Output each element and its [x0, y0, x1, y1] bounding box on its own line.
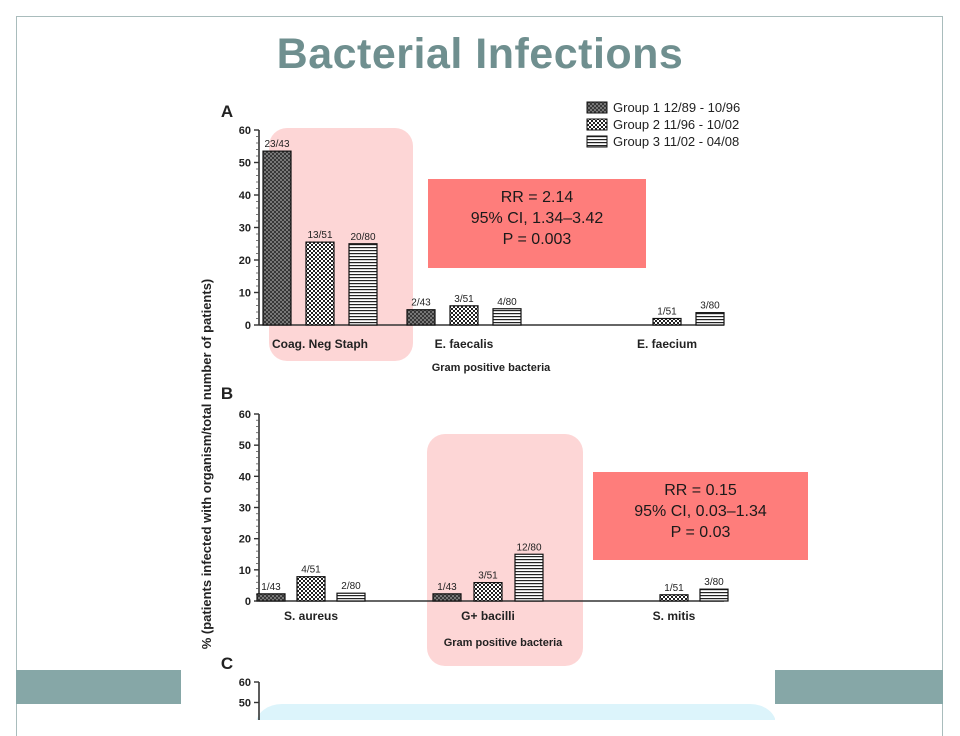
y-tick-label: 10	[239, 288, 251, 300]
bar-data-label: 4/51	[301, 565, 321, 576]
bar-a-1-2	[492, 308, 522, 326]
y-axis-label: % (patients infected with organism/total…	[199, 279, 214, 650]
category-label: S. mitis	[653, 609, 696, 623]
stats-box-b-line-3: P = 0.03	[670, 524, 731, 541]
y-tick-label: 0	[245, 320, 251, 332]
panel-letter-c: C	[221, 654, 233, 673]
x-axis-title-b: Gram positive bacteria	[444, 637, 563, 649]
y-tick-label: 50	[239, 698, 251, 710]
y-tick-label: 0	[245, 596, 251, 608]
stats-box-a-line-2: 95% CI, 1.34–3.42	[470, 210, 604, 227]
y-tick-label: 60	[239, 677, 251, 689]
category-label: E. faecium	[637, 337, 697, 351]
footer-band-left	[16, 670, 181, 704]
y-tick-label: 60	[239, 125, 251, 137]
bar-a-1-1	[449, 305, 479, 326]
footer-band-right	[775, 670, 943, 704]
y-tick-label: 50	[239, 158, 251, 170]
legend-swatch-2	[586, 118, 608, 131]
legend-label-3: Group 3 11/02 - 04/08	[613, 134, 739, 149]
bar-data-label: 12/80	[516, 542, 541, 553]
legend-label-1: Group 1 12/89 - 10/96	[613, 100, 740, 115]
x-axis-title-a: Gram positive bacteria	[432, 362, 551, 374]
bar-data-label: 2/80	[341, 581, 361, 592]
y-tick-label: 40	[239, 190, 251, 202]
bar-a-0-0	[262, 150, 292, 326]
stats-box-b-line-2: 95% CI, 0.03–1.34	[634, 503, 767, 520]
category-label: E. faecalis	[435, 337, 494, 351]
y-tick-label: 50	[239, 440, 251, 452]
bar-data-label: 23/43	[264, 139, 289, 150]
bar-data-label: 3/51	[478, 571, 498, 582]
bar-b-2-1	[659, 594, 689, 602]
bar-data-label: 13/51	[307, 230, 332, 241]
legend-label-2: Group 2 11/96 - 10/02	[613, 117, 739, 132]
y-tick-label: 30	[239, 223, 251, 235]
bar-data-label: 1/43	[261, 582, 281, 593]
category-label: Coag. Neg Staph	[272, 337, 368, 351]
category-label: S. aureus	[284, 609, 338, 623]
bar-data-label: 1/43	[437, 582, 457, 593]
stats-box-a: RR = 2.14 95% CI, 1.34–3.42 P = 0.003	[428, 179, 646, 268]
y-tick-label: 40	[239, 471, 251, 483]
slide-frame	[16, 16, 943, 736]
y-tick-label: 20	[239, 255, 251, 267]
bar-a-2-1	[652, 317, 682, 326]
figure-svg: % (patients infected with organism/total…	[199, 100, 775, 720]
bar-data-label: 4/80	[497, 297, 517, 308]
bar-b-1-2	[514, 553, 544, 602]
stats-box-b: RR = 0.15 95% CI, 0.03–1.34 P = 0.03	[593, 472, 808, 560]
bar-a-0-2	[348, 243, 378, 326]
category-label: G+ bacilli	[461, 609, 515, 623]
bar-b-2-2	[699, 588, 729, 602]
bar-a-1-0	[406, 309, 436, 326]
bar-b-0-2	[336, 592, 366, 602]
bar-b-0-1	[296, 576, 326, 602]
stats-box-b-line-1: RR = 0.15	[664, 482, 737, 499]
y-tick-label: 60	[239, 409, 251, 421]
bar-a-0-1	[305, 241, 335, 326]
panel-letter-b: B	[221, 384, 233, 403]
y-tick-label: 20	[239, 534, 251, 546]
panel-c-background	[256, 704, 775, 720]
panel-letter-a: A	[221, 102, 233, 121]
y-tick-label: 10	[239, 565, 251, 577]
bar-b-0-0	[256, 593, 286, 602]
y-tick-label: 30	[239, 503, 251, 515]
slide-title: Bacterial Infections	[276, 30, 684, 78]
bar-data-label: 20/80	[350, 232, 375, 243]
bar-data-label: 2/43	[411, 298, 431, 309]
bar-b-1-0	[432, 593, 462, 602]
bar-data-label: 3/80	[704, 577, 724, 588]
stats-box-a-line-1: RR = 2.14	[500, 189, 574, 206]
bar-data-label: 3/51	[454, 294, 474, 305]
legend-swatch-3	[586, 135, 608, 148]
highlight-box-b	[427, 434, 583, 666]
bar-data-label: 1/51	[657, 307, 677, 318]
legend-swatch-1	[586, 101, 608, 114]
stats-box-a-line-3: P = 0.003	[502, 231, 572, 248]
bar-a-2-2	[695, 312, 725, 326]
bar-data-label: 3/80	[700, 301, 720, 312]
bar-b-1-1	[473, 582, 503, 602]
bar-data-label: 1/51	[664, 583, 684, 594]
